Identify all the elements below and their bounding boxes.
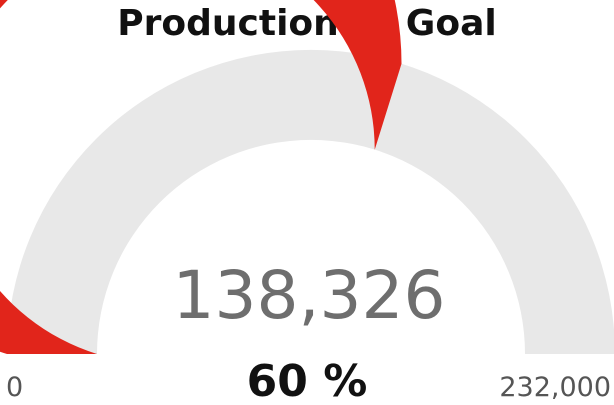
gauge-min-label: 0 [6,372,23,403]
gauge-percent-label: 60 % [247,356,368,405]
gauge-track-arc [7,50,614,354]
gauge-value-arc [0,0,402,354]
gauge-value-label: 138,326 [173,257,446,334]
gauge-max-label: 232,000 [499,372,611,403]
gauge-title: Production to Goal [117,3,496,44]
